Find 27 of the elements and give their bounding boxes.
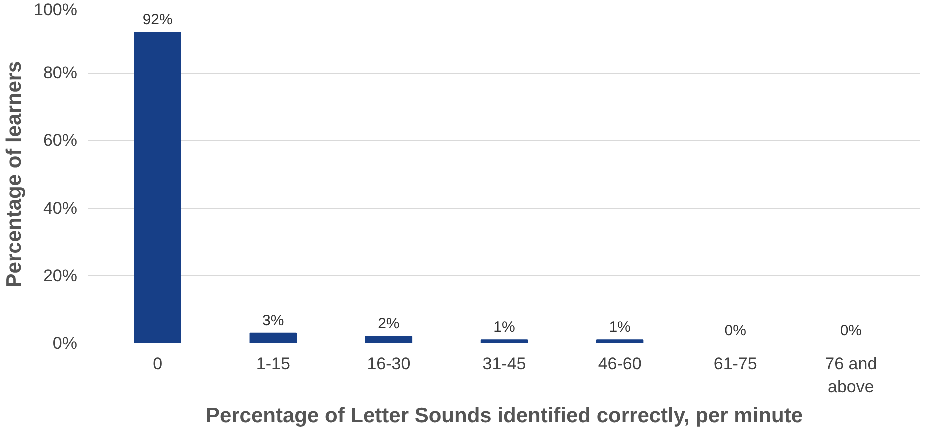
x-tick-label: 61-75 <box>714 354 758 374</box>
bar <box>480 340 528 344</box>
x-tick-label: 31-45 <box>482 354 526 374</box>
y-tick-label: 20% <box>43 266 78 286</box>
bar <box>596 340 644 344</box>
data-label: 0% <box>840 322 862 340</box>
y-axis-title: Percentage of learners <box>3 61 26 288</box>
y-tick-label: 40% <box>43 198 78 218</box>
data-label: 1% <box>494 319 516 336</box>
x-tick-label: 1-15 <box>256 354 290 374</box>
data-label: 1% <box>609 319 631 336</box>
data-label: 2% <box>378 316 400 333</box>
y-tick-label: 0% <box>52 334 78 353</box>
x-tick-label: 0 <box>153 354 163 374</box>
y-tick-label: 100% <box>34 0 78 20</box>
bar <box>250 332 297 344</box>
y-tick-label: 80% <box>43 64 78 83</box>
y-tick-label: 60% <box>43 131 78 150</box>
x-tick-label: 46-60 <box>598 354 642 374</box>
data-label: 0% <box>724 322 746 340</box>
bar <box>365 336 413 344</box>
bar <box>134 32 182 344</box>
x-tick-label: 16-30 <box>367 354 411 374</box>
x-tick-label: 76 and above <box>825 354 878 396</box>
data-label: 92% <box>142 12 173 29</box>
x-axis-title: Percentage of Letter Sounds identified correctly, per minute <box>206 404 804 428</box>
data-label: 3% <box>262 312 284 330</box>
